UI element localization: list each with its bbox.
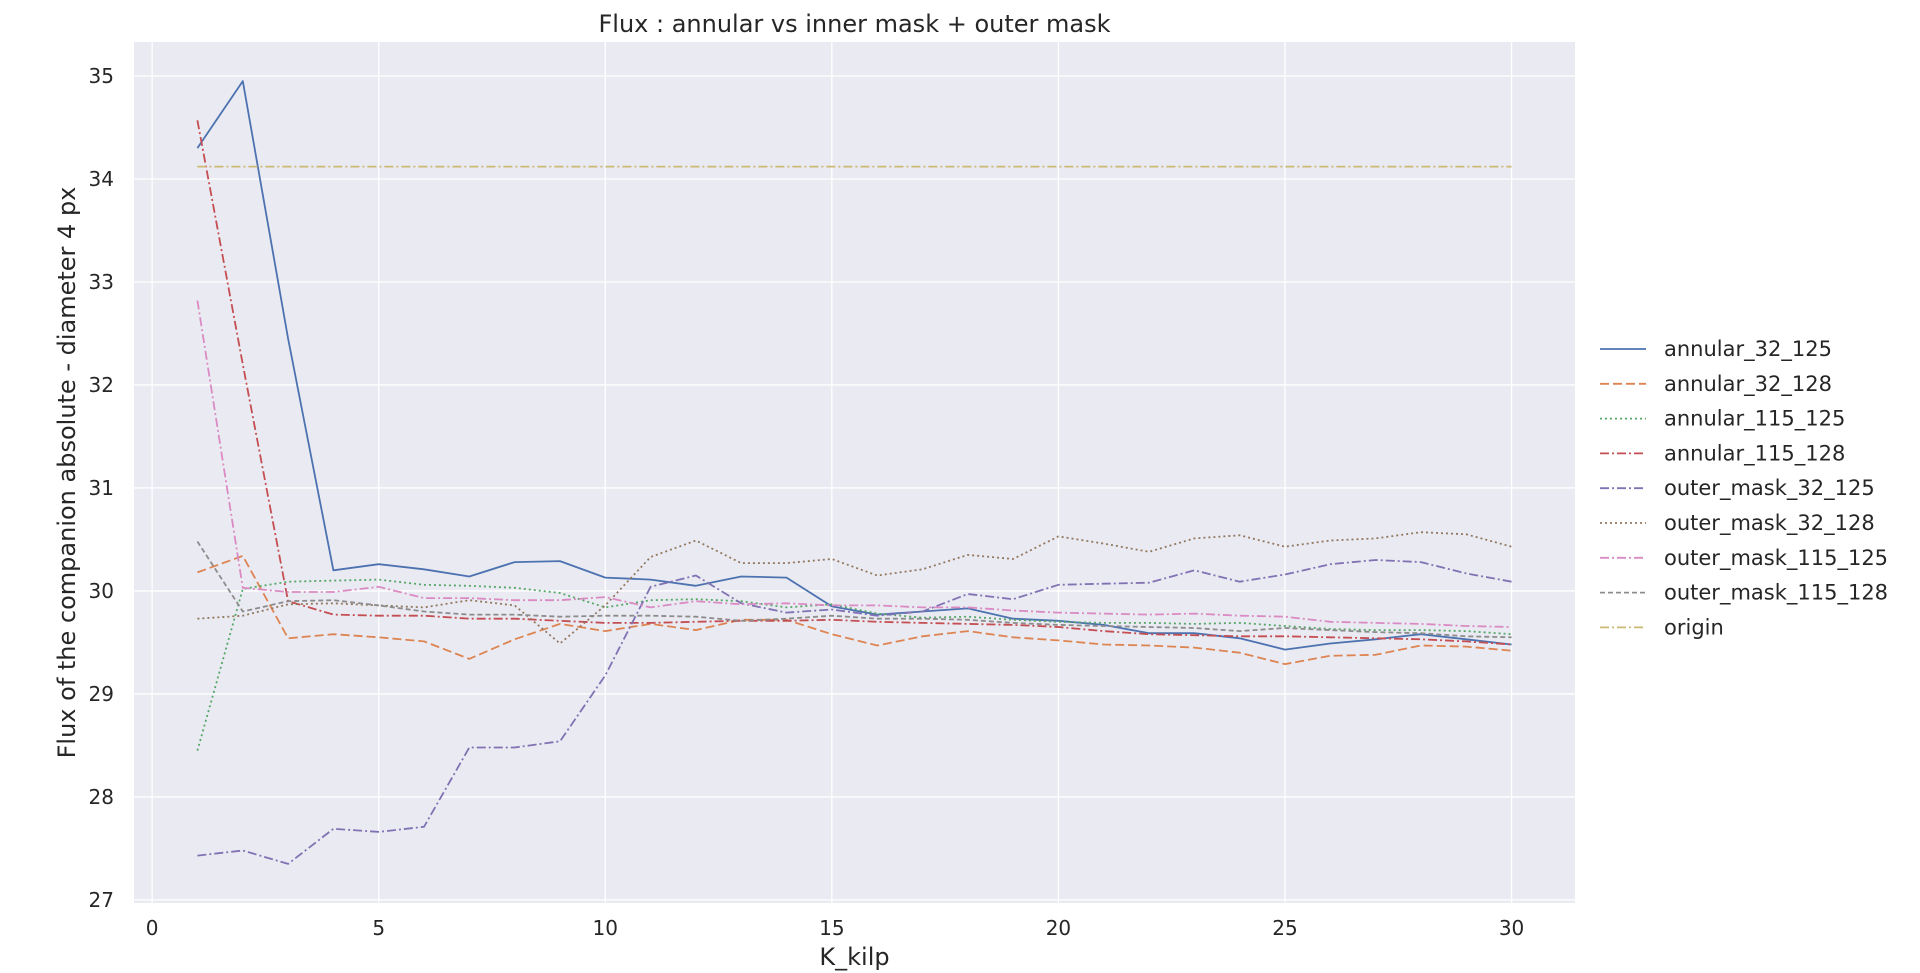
legend-label: outer_mask_32_128	[1664, 511, 1875, 536]
series-line-outer-mask-115-125	[196, 300, 1512, 628]
legend-label: annular_115_125	[1664, 407, 1845, 432]
chart-title: Flux : annular vs inner mask + outer mas…	[598, 10, 1110, 38]
legend-label: annular_32_128	[1664, 372, 1832, 397]
legend-label: origin	[1664, 615, 1724, 639]
series-line-annular-115-128	[196, 120, 1512, 646]
y-tick-label: 34	[89, 167, 114, 191]
grid	[134, 42, 1575, 903]
y-tick-label: 31	[89, 476, 114, 500]
series-lines	[196, 80, 1512, 865]
x-tick-label: 10	[593, 916, 618, 940]
y-tick-label: 35	[89, 64, 114, 88]
y-tick-label: 32	[89, 373, 114, 397]
series-line-outer-mask-115-128	[196, 541, 1512, 639]
legend: annular_32_125 annular_32_128 annular_115_…	[1600, 337, 1888, 639]
y-tick-label: 27	[89, 888, 114, 912]
y-tick-label: 29	[89, 682, 114, 706]
y-tick-label: 28	[89, 785, 114, 809]
x-tick-label: 15	[819, 916, 844, 940]
legend-label: annular_32_125	[1664, 337, 1832, 362]
x-tick-label: 20	[1046, 916, 1071, 940]
series-line-annular-32-125	[196, 80, 1512, 651]
legend-label: outer_mask_115_125	[1664, 546, 1888, 571]
legend-label: annular_115_128	[1664, 441, 1845, 466]
legend-label: outer_mask_32_125	[1664, 476, 1875, 501]
x-tick-label: 25	[1272, 916, 1297, 940]
x-tick-label: 30	[1499, 916, 1524, 940]
series-line-outer-mask-32-128	[197, 531, 1512, 645]
x-tick-label: 0	[146, 916, 159, 940]
x-axis-label: K_kilp	[819, 943, 889, 971]
tick-labels: 0 5 10 15 20 25 30 27 28 29 30 31 32 33 34 35	[89, 64, 1525, 940]
plot-area	[134, 42, 1575, 903]
y-axis-label: Flux of the companion absolute - diamete…	[53, 187, 81, 759]
series-line-outer-mask-32-125	[197, 559, 1512, 865]
y-tick-label: 33	[89, 270, 114, 294]
y-tick-label: 30	[89, 579, 114, 603]
legend-label: outer_mask_115_128	[1664, 581, 1888, 606]
x-tick-label: 5	[372, 916, 385, 940]
